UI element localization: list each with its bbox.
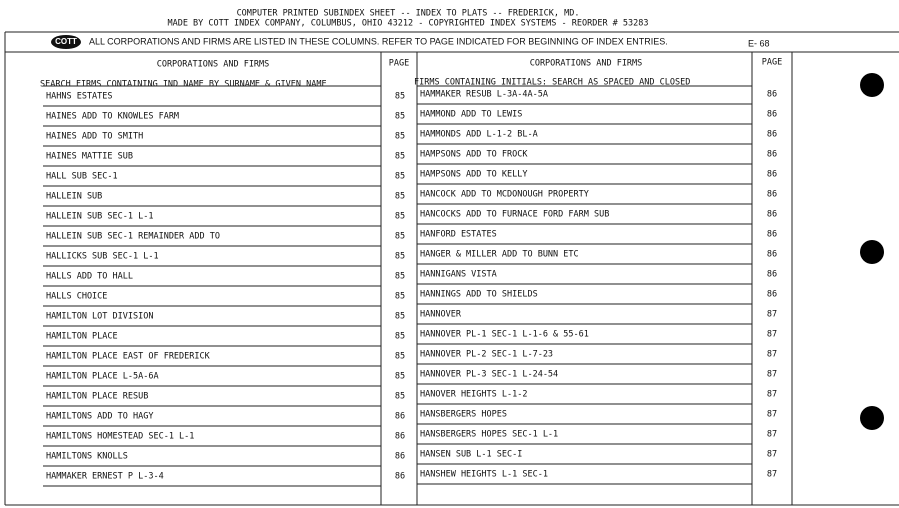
entry-page: 87 — [767, 470, 777, 480]
binder-hole — [860, 406, 884, 430]
entry-name: HAMILTON PLACE RESUB — [46, 392, 148, 402]
entry-name: HANSBERGERS HOPES — [420, 410, 507, 420]
entry-name: HANNINGS ADD TO SHIELDS — [420, 290, 538, 300]
entry-page: 86 — [395, 432, 405, 442]
entry-page: 86 — [767, 230, 777, 240]
entry-page: 87 — [767, 450, 777, 460]
entry-name: HANNOVER — [420, 310, 462, 320]
sheet-number: E- 68 — [748, 38, 770, 48]
notice-text: ALL CORPORATIONS AND FIRMS ARE LISTED IN… — [89, 36, 668, 46]
entry-name: HAMILTON LOT DIVISION — [46, 312, 153, 322]
entry-name: HANNIGANS VISTA — [420, 270, 497, 280]
column-header: CORPORATIONS AND FIRMS — [157, 60, 270, 70]
entry-name: HAHNS ESTATES — [46, 92, 113, 102]
entry-page: 85 — [395, 372, 405, 382]
entry-name: HANSBERGERS HOPES SEC-1 L-1 — [420, 430, 558, 440]
entry-name: HAINES MATTIE SUB — [46, 152, 133, 162]
header-line: COMPUTER PRINTED SUBINDEX SHEET -- INDEX… — [237, 9, 580, 19]
entry-page: 86 — [767, 90, 777, 100]
entry-page: 85 — [395, 352, 405, 362]
entry-page: 85 — [395, 332, 405, 342]
entry-page: 85 — [395, 252, 405, 262]
entry-name: HANGER & MILLER ADD TO BUNN ETC — [420, 250, 579, 260]
entry-page: 86 — [767, 150, 777, 160]
entry-name: HANSHEW HEIGHTS L-1 SEC-1 — [420, 470, 548, 480]
entry-page: 86 — [395, 412, 405, 422]
entry-page: 85 — [395, 232, 405, 242]
entry-name: HANNOVER PL-1 SEC-1 L-1-6 & 55-61 — [420, 330, 589, 340]
entry-page: 85 — [395, 132, 405, 142]
subheader: SEARCH FIRMS CONTAINING IND NAME BY SURN… — [40, 80, 327, 90]
entry-name: HALLEIN SUB SEC-1 REMAINDER ADD TO — [46, 232, 220, 242]
entry-page: 87 — [767, 390, 777, 400]
entry-name: HALL SUB SEC-1 — [46, 172, 118, 182]
entry-page: 85 — [395, 212, 405, 222]
entry-page: 85 — [395, 192, 405, 202]
entry-name: HALLS CHOICE — [46, 292, 107, 302]
entry-page: 87 — [767, 370, 777, 380]
entry-name: HAMILTON PLACE EAST OF FREDERICK — [46, 352, 211, 362]
entry-page: 87 — [767, 310, 777, 320]
entry-page: 87 — [767, 350, 777, 360]
entry-page: 87 — [767, 430, 777, 440]
entry-page: 86 — [767, 130, 777, 140]
entry-name: HALLICKS SUB SEC-1 L-1 — [46, 252, 159, 262]
column-header: CORPORATIONS AND FIRMS — [530, 59, 643, 69]
logo: COTT — [55, 37, 77, 46]
entry-name: HANSEN SUB L-1 SEC-I — [420, 450, 522, 460]
subheader: FIRMS CONTAINING INITIALS: SEARCH AS SPA… — [414, 78, 690, 88]
entry-name: HANCOCKS ADD TO FURNACE FORD FARM SUB — [420, 210, 609, 220]
entry-name: HAINES ADD TO KNOWLES FARM — [46, 112, 179, 122]
column-header: PAGE — [762, 58, 782, 68]
entry-name: HAMMAKER RESUB L-3A-4A-5A — [420, 90, 548, 100]
binder-hole — [860, 240, 884, 264]
entry-name: HAMILTONS ADD TO HAGY — [46, 412, 153, 422]
entry-name: HANCOCK ADD TO MCDONOUGH PROPERTY — [420, 190, 589, 200]
entry-page: 85 — [395, 112, 405, 122]
entry-page: 85 — [395, 92, 405, 102]
entry-name: HALLEIN SUB SEC-1 L-1 — [46, 212, 153, 222]
entry-name: HAMILTON PLACE — [46, 332, 118, 342]
entry-page: 85 — [395, 272, 405, 282]
column-header: PAGE — [389, 59, 409, 69]
entry-name: HANNOVER PL-2 SEC-1 L-7-23 — [420, 350, 553, 360]
entry-page: 85 — [395, 172, 405, 182]
entry-page: 86 — [395, 452, 405, 462]
entry-page: 87 — [767, 330, 777, 340]
entry-page: 86 — [767, 170, 777, 180]
entry-name: HAMILTONS KNOLLS — [46, 452, 128, 462]
entry-page: 86 — [767, 210, 777, 220]
entry-name: HAMMAKER ERNEST P L-3-4 — [46, 472, 164, 482]
entry-page: 85 — [395, 312, 405, 322]
entry-page: 87 — [767, 410, 777, 420]
entry-page: 86 — [767, 110, 777, 120]
entry-name: HANOVER HEIGHTS L-1-2 — [420, 390, 527, 400]
entry-page: 86 — [767, 290, 777, 300]
entry-name: HAMMOND ADD TO LEWIS — [420, 110, 522, 120]
entry-page: 85 — [395, 392, 405, 402]
header-line: MADE BY COTT INDEX COMPANY, COLUMBUS, OH… — [167, 19, 648, 29]
entry-page: 85 — [395, 292, 405, 302]
entry-name: HALLS ADD TO HALL — [46, 272, 133, 282]
entry-name: HALLEIN SUB — [46, 192, 102, 202]
entry-page: 86 — [767, 270, 777, 280]
entry-page: 86 — [395, 472, 405, 482]
entry-name: HAMPSONS ADD TO FROCK — [420, 150, 528, 160]
entry-name: HAMILTON PLACE L-5A-6A — [46, 372, 159, 382]
entry-name: HAMMONDS ADD L-1-2 BL-A — [420, 130, 538, 140]
logo-badge — [51, 35, 81, 49]
entry-page: 86 — [767, 250, 777, 260]
entry-name: HANFORD ESTATES — [420, 230, 497, 240]
entry-name: HANNOVER PL-3 SEC-1 L-24-54 — [420, 370, 558, 380]
binder-hole — [860, 73, 884, 97]
entry-page: 86 — [767, 190, 777, 200]
entry-name: HAINES ADD TO SMITH — [46, 132, 143, 142]
entry-name: HAMPSONS ADD TO KELLY — [420, 170, 527, 180]
entry-name: HAMILTONS HOMESTEAD SEC-1 L-1 — [46, 432, 194, 442]
entry-page: 85 — [395, 152, 405, 162]
